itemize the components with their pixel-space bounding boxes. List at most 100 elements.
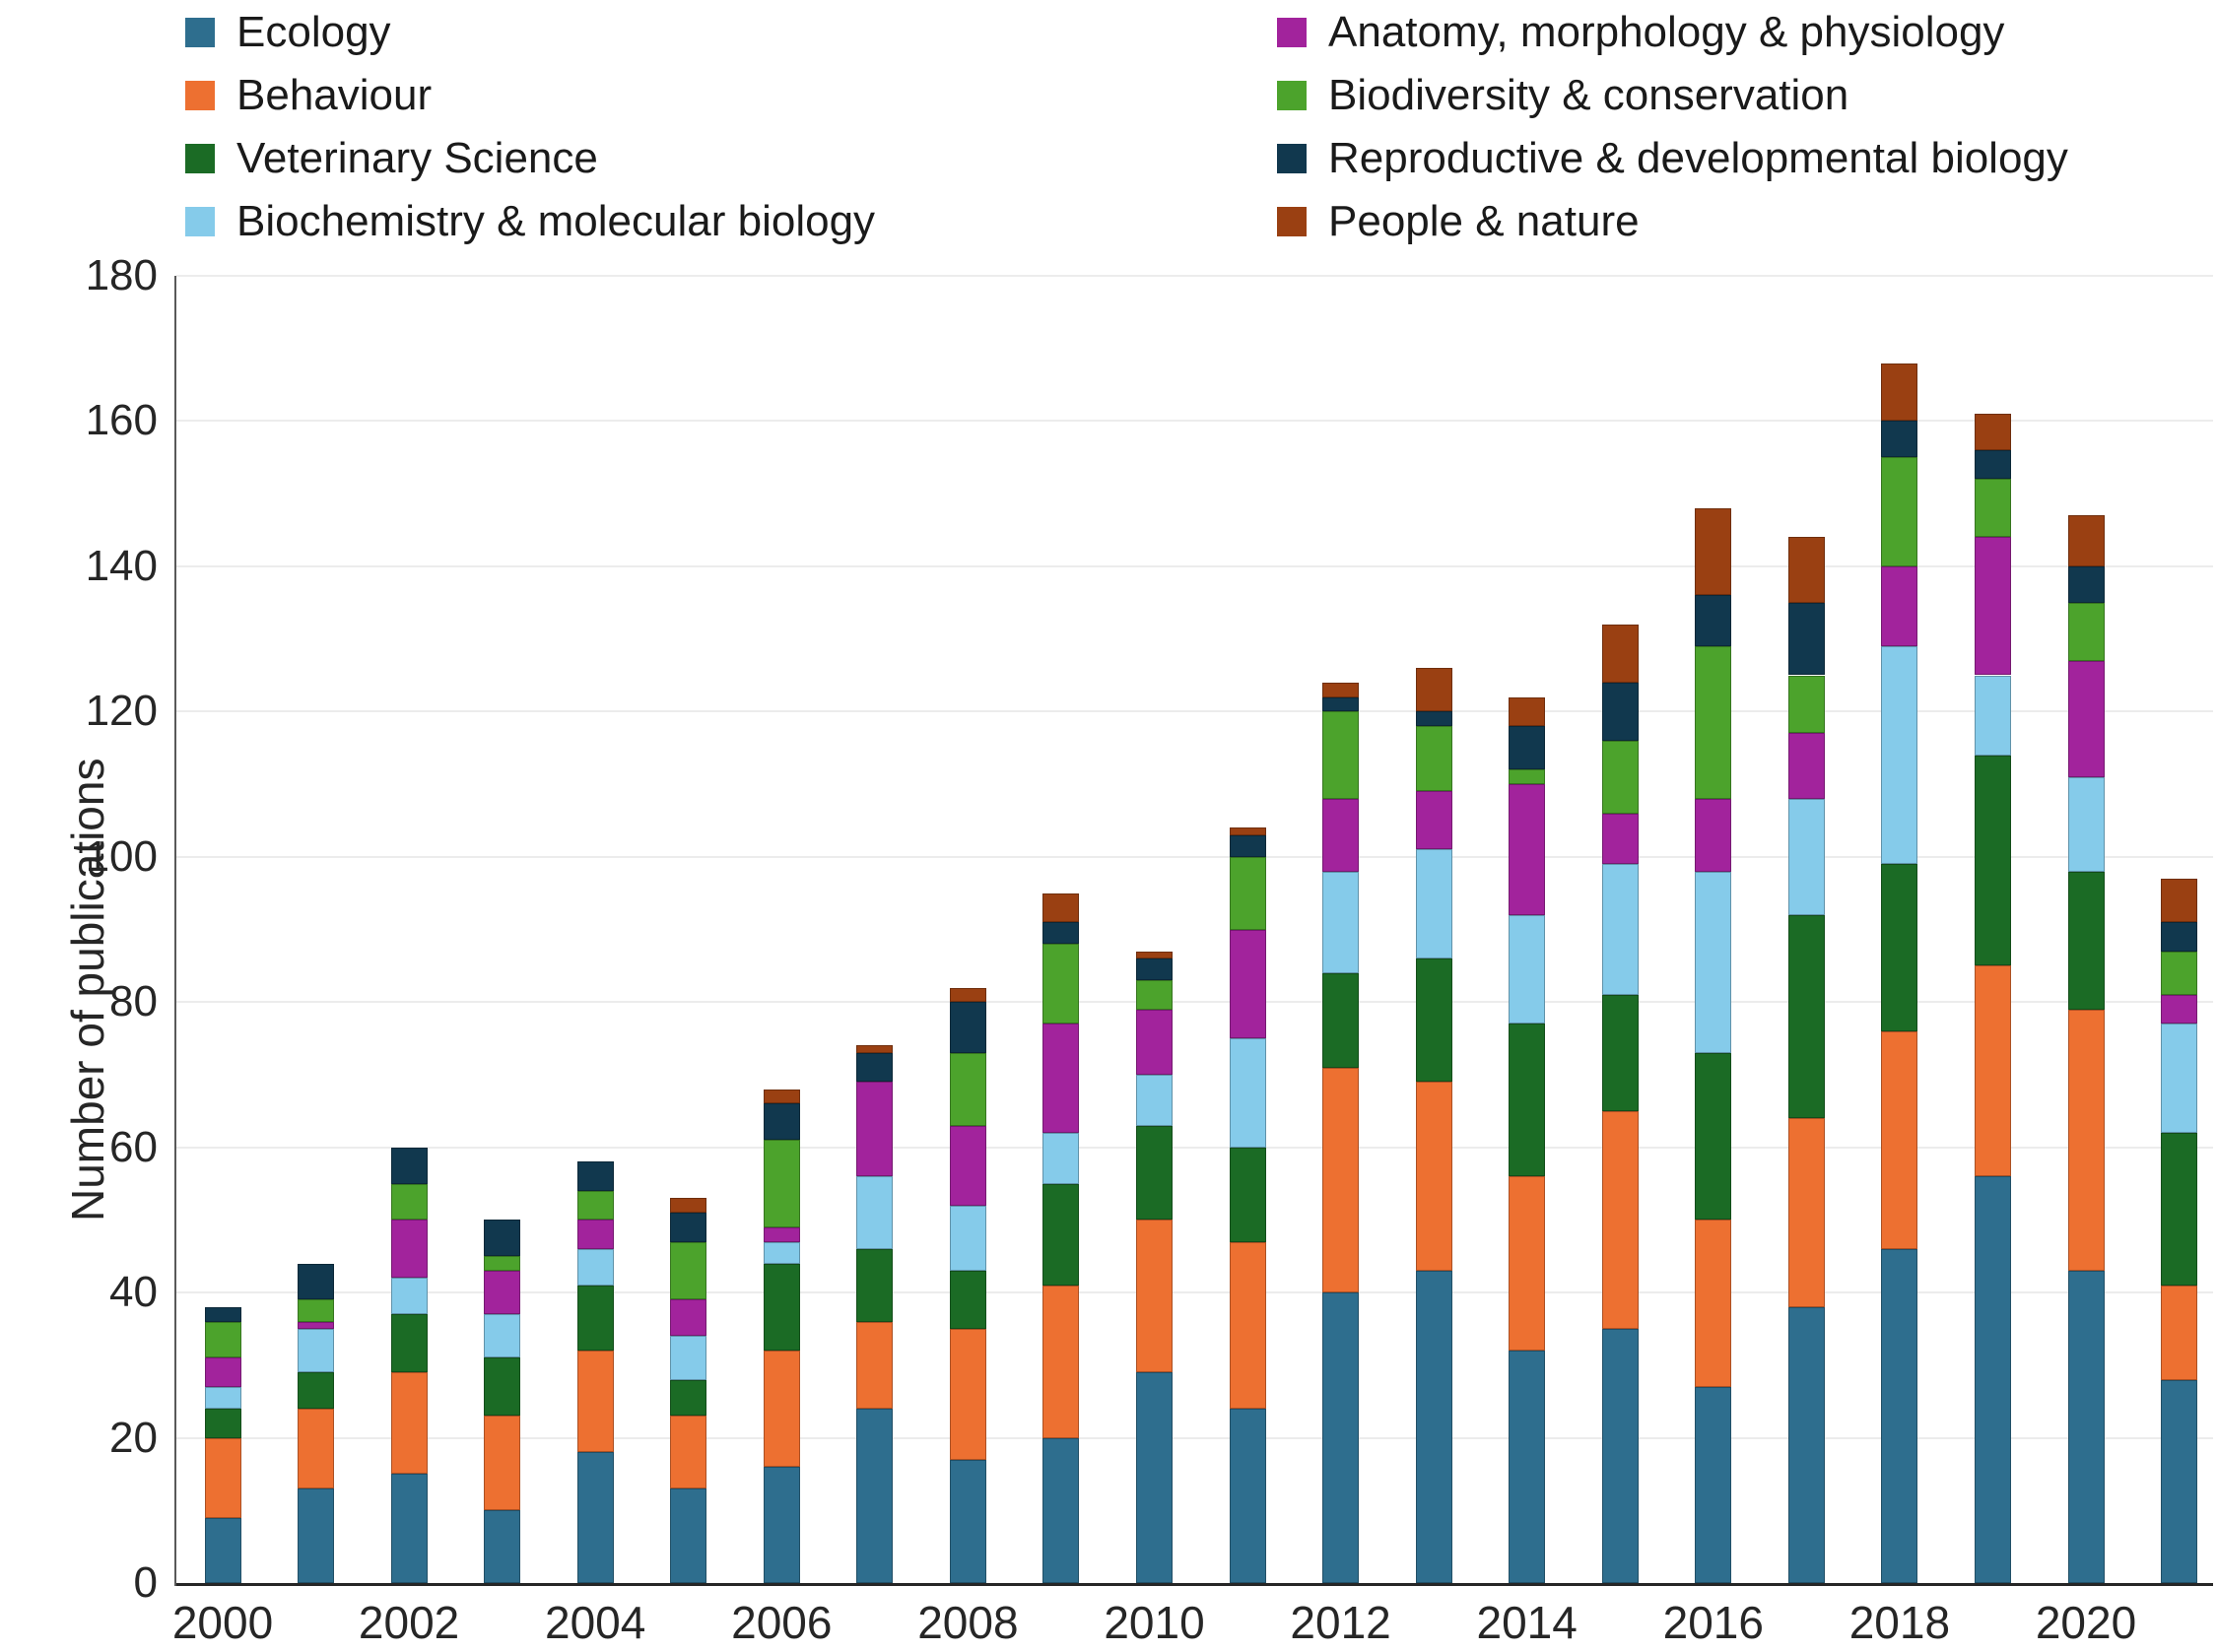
bar-2007 bbox=[856, 1045, 894, 1583]
bar-segment-2005-biochemistry-molecular-biology bbox=[670, 1336, 707, 1380]
bar-2001 bbox=[298, 1263, 335, 1583]
x-tick-label-2004: 2004 bbox=[545, 1597, 646, 1648]
bar-2015 bbox=[1601, 624, 1639, 1583]
bar-segment-2009-behaviour bbox=[1042, 1285, 1080, 1438]
y-tick-label-160: 160 bbox=[85, 396, 158, 445]
bar-segment-2005-reproductive-developmental-biology bbox=[670, 1213, 707, 1242]
bar-segment-2009-reproductive-developmental-biology bbox=[1042, 922, 1080, 945]
x-tick-label-2000: 2000 bbox=[171, 1597, 274, 1648]
bar-segment-2009-people-nature bbox=[1042, 892, 1080, 923]
bar-segment-2001-behaviour bbox=[298, 1409, 335, 1489]
y-tick-label-180: 180 bbox=[85, 251, 158, 300]
bar-segment-2016-reproductive-developmental-biology bbox=[1695, 595, 1732, 646]
legend-label: Ecology bbox=[236, 8, 391, 56]
bar-segment-2016-biodiversity-conservation bbox=[1695, 646, 1732, 799]
bar-segment-2016-biochemistry-molecular-biology bbox=[1695, 871, 1732, 1053]
bar-segment-2011-people-nature bbox=[1229, 827, 1266, 835]
bar-segment-2002-biochemistry-molecular-biology bbox=[390, 1278, 428, 1315]
bar-segment-2020-veterinary-science bbox=[2067, 871, 2105, 1010]
bar-segment-2007-anatomy-morphology-physiology bbox=[856, 1082, 894, 1177]
bar-segment-2001-reproductive-developmental-biology bbox=[298, 1263, 335, 1300]
y-tick-label-140: 140 bbox=[85, 541, 158, 590]
legend-label: Reproductive & developmental biology bbox=[1328, 134, 2068, 182]
bar-segment-2010-veterinary-science bbox=[1136, 1125, 1173, 1221]
bar-segment-2015-ecology bbox=[1601, 1328, 1639, 1583]
gridline-y-180 bbox=[176, 275, 2213, 278]
bar-2008 bbox=[949, 987, 986, 1583]
bar-segment-2012-reproductive-developmental-biology bbox=[1322, 696, 1360, 712]
bar-segment-2017-biochemistry-molecular-biology bbox=[1787, 798, 1825, 915]
bar-segment-2000-veterinary-science bbox=[204, 1409, 241, 1438]
bar-segment-2008-reproductive-developmental-biology bbox=[949, 1002, 986, 1053]
bar-segment-2015-veterinary-science bbox=[1601, 994, 1639, 1111]
bar-segment-2021-behaviour bbox=[2161, 1285, 2198, 1380]
bar-segment-2020-behaviour bbox=[2067, 1009, 2105, 1271]
bar-segment-2010-ecology bbox=[1136, 1372, 1173, 1583]
bar-segment-2014-behaviour bbox=[1509, 1176, 1546, 1352]
bar-segment-2000-reproductive-developmental-biology bbox=[204, 1306, 241, 1322]
bar-segment-2020-anatomy-morphology-physiology bbox=[2067, 660, 2105, 777]
bar-segment-2020-ecology bbox=[2067, 1271, 2105, 1583]
bar-segment-2004-veterinary-science bbox=[576, 1285, 614, 1352]
legend-item-ecology: Ecology bbox=[185, 2, 391, 63]
bar-segment-2004-behaviour bbox=[576, 1351, 614, 1453]
bar-segment-2017-ecology bbox=[1787, 1306, 1825, 1583]
bar-segment-2010-anatomy-morphology-physiology bbox=[1136, 1009, 1173, 1075]
gridline-y-40 bbox=[176, 1291, 2213, 1294]
legend-item-biochemistry-molecular-biology: Biochemistry & molecular biology bbox=[185, 191, 875, 252]
bar-segment-2007-people-nature bbox=[856, 1045, 894, 1053]
bar-segment-2011-reproductive-developmental-biology bbox=[1229, 834, 1266, 857]
bar-segment-2007-biochemistry-molecular-biology bbox=[856, 1176, 894, 1249]
bar-segment-2004-anatomy-morphology-physiology bbox=[576, 1220, 614, 1249]
bar-segment-2018-ecology bbox=[1881, 1248, 1918, 1583]
legend-swatch-icon bbox=[1277, 81, 1307, 110]
bar-segment-2015-anatomy-morphology-physiology bbox=[1601, 813, 1639, 865]
bar-segment-2015-biochemistry-molecular-biology bbox=[1601, 864, 1639, 995]
bar-segment-2008-biochemistry-molecular-biology bbox=[949, 1205, 986, 1271]
legend-item-biodiversity-conservation: Biodiversity & conservation bbox=[1277, 65, 1848, 126]
x-tick-label-2020: 2020 bbox=[2035, 1597, 2137, 1648]
bar-segment-2002-ecology bbox=[390, 1474, 428, 1583]
legend-swatch-icon bbox=[185, 81, 215, 110]
bar-segment-2002-reproductive-developmental-biology bbox=[390, 1147, 428, 1184]
bar-segment-2007-ecology bbox=[856, 1409, 894, 1583]
bar-segment-2020-people-nature bbox=[2067, 515, 2105, 566]
legend-swatch-icon bbox=[185, 207, 215, 236]
bar-2004 bbox=[576, 1161, 614, 1583]
bar-segment-2005-ecology bbox=[670, 1488, 707, 1583]
legend-label: Biodiversity & conservation bbox=[1328, 71, 1849, 119]
bar-segment-2002-biodiversity-conservation bbox=[390, 1183, 428, 1221]
bar-2016 bbox=[1695, 507, 1732, 1583]
bar-segment-2006-veterinary-science bbox=[763, 1263, 800, 1352]
bar-segment-2004-biochemistry-molecular-biology bbox=[576, 1248, 614, 1286]
bar-segment-2015-people-nature bbox=[1601, 624, 1639, 683]
legend-item-reproductive-developmental-biology: Reproductive & developmental biology bbox=[1277, 128, 2068, 189]
bar-segment-2005-people-nature bbox=[670, 1198, 707, 1214]
gridline-y-80 bbox=[176, 1001, 2213, 1004]
bar-segment-2011-biodiversity-conservation bbox=[1229, 856, 1266, 930]
bar-segment-2009-biodiversity-conservation bbox=[1042, 944, 1080, 1024]
y-tick-label-40: 40 bbox=[109, 1268, 158, 1317]
bar-2003 bbox=[484, 1220, 521, 1583]
bar-segment-2017-biodiversity-conservation bbox=[1787, 675, 1825, 734]
bar-segment-2006-biodiversity-conservation bbox=[763, 1140, 800, 1227]
bar-segment-2006-ecology bbox=[763, 1467, 800, 1583]
bar-segment-2016-people-nature bbox=[1695, 507, 1732, 596]
bar-segment-2012-anatomy-morphology-physiology bbox=[1322, 798, 1360, 872]
bar-segment-2019-biochemistry-molecular-biology bbox=[1974, 675, 2011, 756]
bar-segment-2003-biochemistry-molecular-biology bbox=[484, 1314, 521, 1358]
bar-segment-2011-anatomy-morphology-physiology bbox=[1229, 929, 1266, 1039]
bar-segment-2006-biochemistry-molecular-biology bbox=[763, 1241, 800, 1264]
bar-2019 bbox=[1974, 414, 2011, 1583]
bar-segment-2013-biochemistry-molecular-biology bbox=[1415, 849, 1452, 958]
legend-swatch-icon bbox=[185, 144, 215, 173]
bar-segment-2014-reproductive-developmental-biology bbox=[1509, 726, 1546, 770]
bar-segment-2012-people-nature bbox=[1322, 682, 1360, 697]
bar-segment-2010-biodiversity-conservation bbox=[1136, 980, 1173, 1010]
bar-segment-2001-anatomy-morphology-physiology bbox=[298, 1321, 335, 1329]
bar-segment-2005-anatomy-morphology-physiology bbox=[670, 1299, 707, 1337]
bar-segment-2013-biodiversity-conservation bbox=[1415, 726, 1452, 792]
bar-segment-2016-veterinary-science bbox=[1695, 1052, 1732, 1221]
bar-segment-2015-behaviour bbox=[1601, 1110, 1639, 1329]
